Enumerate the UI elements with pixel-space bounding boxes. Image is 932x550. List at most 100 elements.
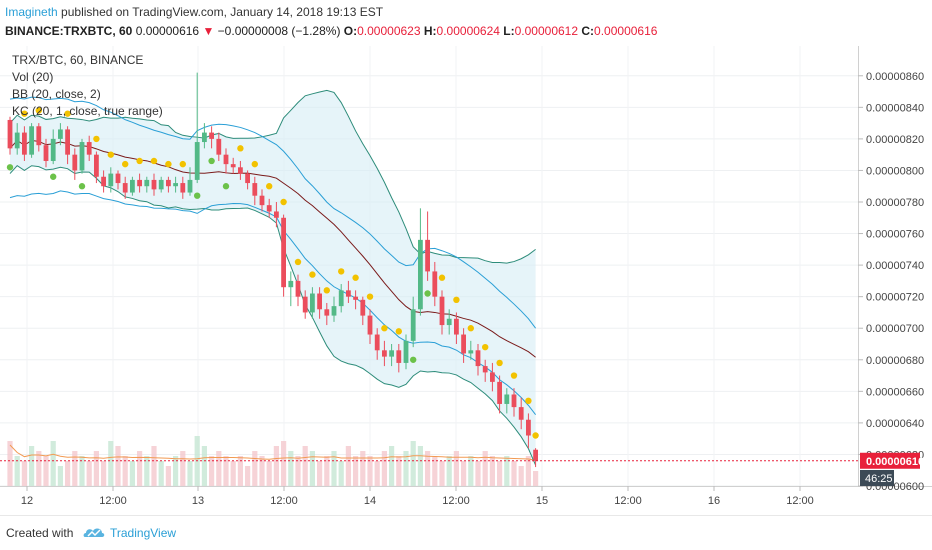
volume-bar xyxy=(50,441,56,486)
volume-bar xyxy=(252,451,258,486)
volume-bar xyxy=(165,466,171,486)
candle-body xyxy=(439,296,445,326)
bar-countdown: 46:25 xyxy=(860,470,894,486)
volume-bar xyxy=(29,446,35,486)
volume-bar xyxy=(367,456,373,486)
volume-bar xyxy=(86,461,92,486)
volume-bar xyxy=(144,456,150,486)
candle-body xyxy=(511,394,517,408)
time-tick-label: 12:00 xyxy=(99,495,127,507)
psar-dot xyxy=(510,372,518,379)
volume-bar xyxy=(425,451,431,486)
candle-body xyxy=(461,334,466,354)
legend-vol: Vol (20) xyxy=(12,70,53,84)
volume-bar xyxy=(36,451,42,486)
tradingview-link[interactable]: TradingView xyxy=(110,526,177,540)
psar-dots xyxy=(6,107,539,439)
volume-bar xyxy=(331,451,337,486)
countdown-label: 46:25 xyxy=(865,473,893,485)
candle-body xyxy=(360,299,366,316)
volume-bar xyxy=(209,456,215,486)
psar-dot xyxy=(208,157,215,165)
price-tick-label: 0.00000700 xyxy=(866,323,924,335)
volume-bar xyxy=(216,451,222,486)
volume-bar xyxy=(360,451,366,486)
volume-bar xyxy=(533,471,539,486)
candle-body xyxy=(202,132,207,143)
volume-bar xyxy=(468,456,474,486)
psar-dot xyxy=(136,157,143,165)
bb-lower-line xyxy=(9,165,537,466)
candle-body xyxy=(79,142,85,171)
candle-body xyxy=(367,315,373,335)
candle-body xyxy=(490,372,495,382)
candle-body xyxy=(29,126,34,155)
candle-body xyxy=(338,290,344,307)
candle-body xyxy=(7,119,13,149)
open-label: O: xyxy=(343,24,358,38)
down-arrow-icon: ▼ xyxy=(202,24,215,38)
tradingview-logo-icon[interactable] xyxy=(82,524,106,542)
candle-body xyxy=(317,293,322,310)
price-tick-label: 0.00000660 xyxy=(866,386,924,398)
candle-body xyxy=(144,179,150,187)
price-tick-label: 0.00000760 xyxy=(866,229,924,241)
candle-body xyxy=(533,449,538,461)
candle-body xyxy=(180,183,186,193)
psar-dot xyxy=(438,274,446,281)
time-tick-label: 12:00 xyxy=(270,495,298,507)
volume-bar xyxy=(439,461,445,486)
candle-body xyxy=(346,290,351,297)
author-link[interactable]: Imagineth xyxy=(5,5,58,19)
publish-line: Imagineth published on TradingView.com, … xyxy=(5,5,383,19)
price-tick-label: 0.00000800 xyxy=(866,165,924,177)
candle-body xyxy=(36,126,42,146)
time-axis[interactable]: 12 12:00 13 12:00 14 12:00 15 12:00 16 12:00 xyxy=(21,486,814,507)
volume-bar xyxy=(410,441,416,486)
symbol-label: BINANCE:TRXBTC, 60 xyxy=(5,24,133,38)
psar-dot xyxy=(64,110,71,117)
volume-bar xyxy=(525,456,531,486)
price-tick-label: 0.00000840 xyxy=(866,102,924,114)
candle-body xyxy=(482,366,488,373)
bb-basis-line xyxy=(9,139,536,358)
volume-bar xyxy=(489,456,495,486)
psar-dot xyxy=(280,198,287,206)
candle-body xyxy=(425,239,430,272)
high-value: 0.00000624 xyxy=(436,24,500,38)
volume-bar xyxy=(374,461,380,486)
volume-bar xyxy=(353,456,359,486)
created-with-label: Created with xyxy=(6,526,74,540)
candle-body xyxy=(274,211,279,218)
candle-body xyxy=(86,142,92,155)
volume-bar xyxy=(180,451,186,486)
volume-bar xyxy=(93,451,99,486)
volume-bar xyxy=(21,461,27,486)
candle-body xyxy=(209,132,214,139)
change-value: −0.00000008 (−1.28%) xyxy=(217,24,341,38)
candle-body xyxy=(259,195,265,206)
volume-bar xyxy=(173,456,179,486)
price-chart[interactable]: 0.00000860 0.00000840 0.00000820 0.00000800… xyxy=(0,46,932,515)
volume-bar xyxy=(461,461,467,486)
psar-dot xyxy=(525,397,532,404)
candle-body xyxy=(418,239,423,310)
volume-bar xyxy=(129,461,135,486)
volume-bar xyxy=(417,446,423,486)
candle-body xyxy=(403,340,409,363)
price-axis[interactable]: 0.00000860 0.00000840 0.00000820 0.00000800… xyxy=(858,71,924,493)
price-tick-label: 0.00000680 xyxy=(866,355,924,367)
candle-body xyxy=(137,179,142,187)
volume-bar xyxy=(57,466,63,486)
time-tick-label: 12 xyxy=(21,495,33,507)
psar-dot xyxy=(122,160,129,168)
volume-bar xyxy=(223,456,229,486)
volume-bar xyxy=(497,461,503,486)
candle-body xyxy=(130,179,135,193)
last-price-tag: 0.00000616 xyxy=(860,452,924,469)
candle-body xyxy=(288,280,294,288)
volume-bar xyxy=(7,441,13,486)
candle-body xyxy=(295,280,301,297)
volume-bar xyxy=(115,446,121,486)
volume-bar xyxy=(151,446,157,486)
